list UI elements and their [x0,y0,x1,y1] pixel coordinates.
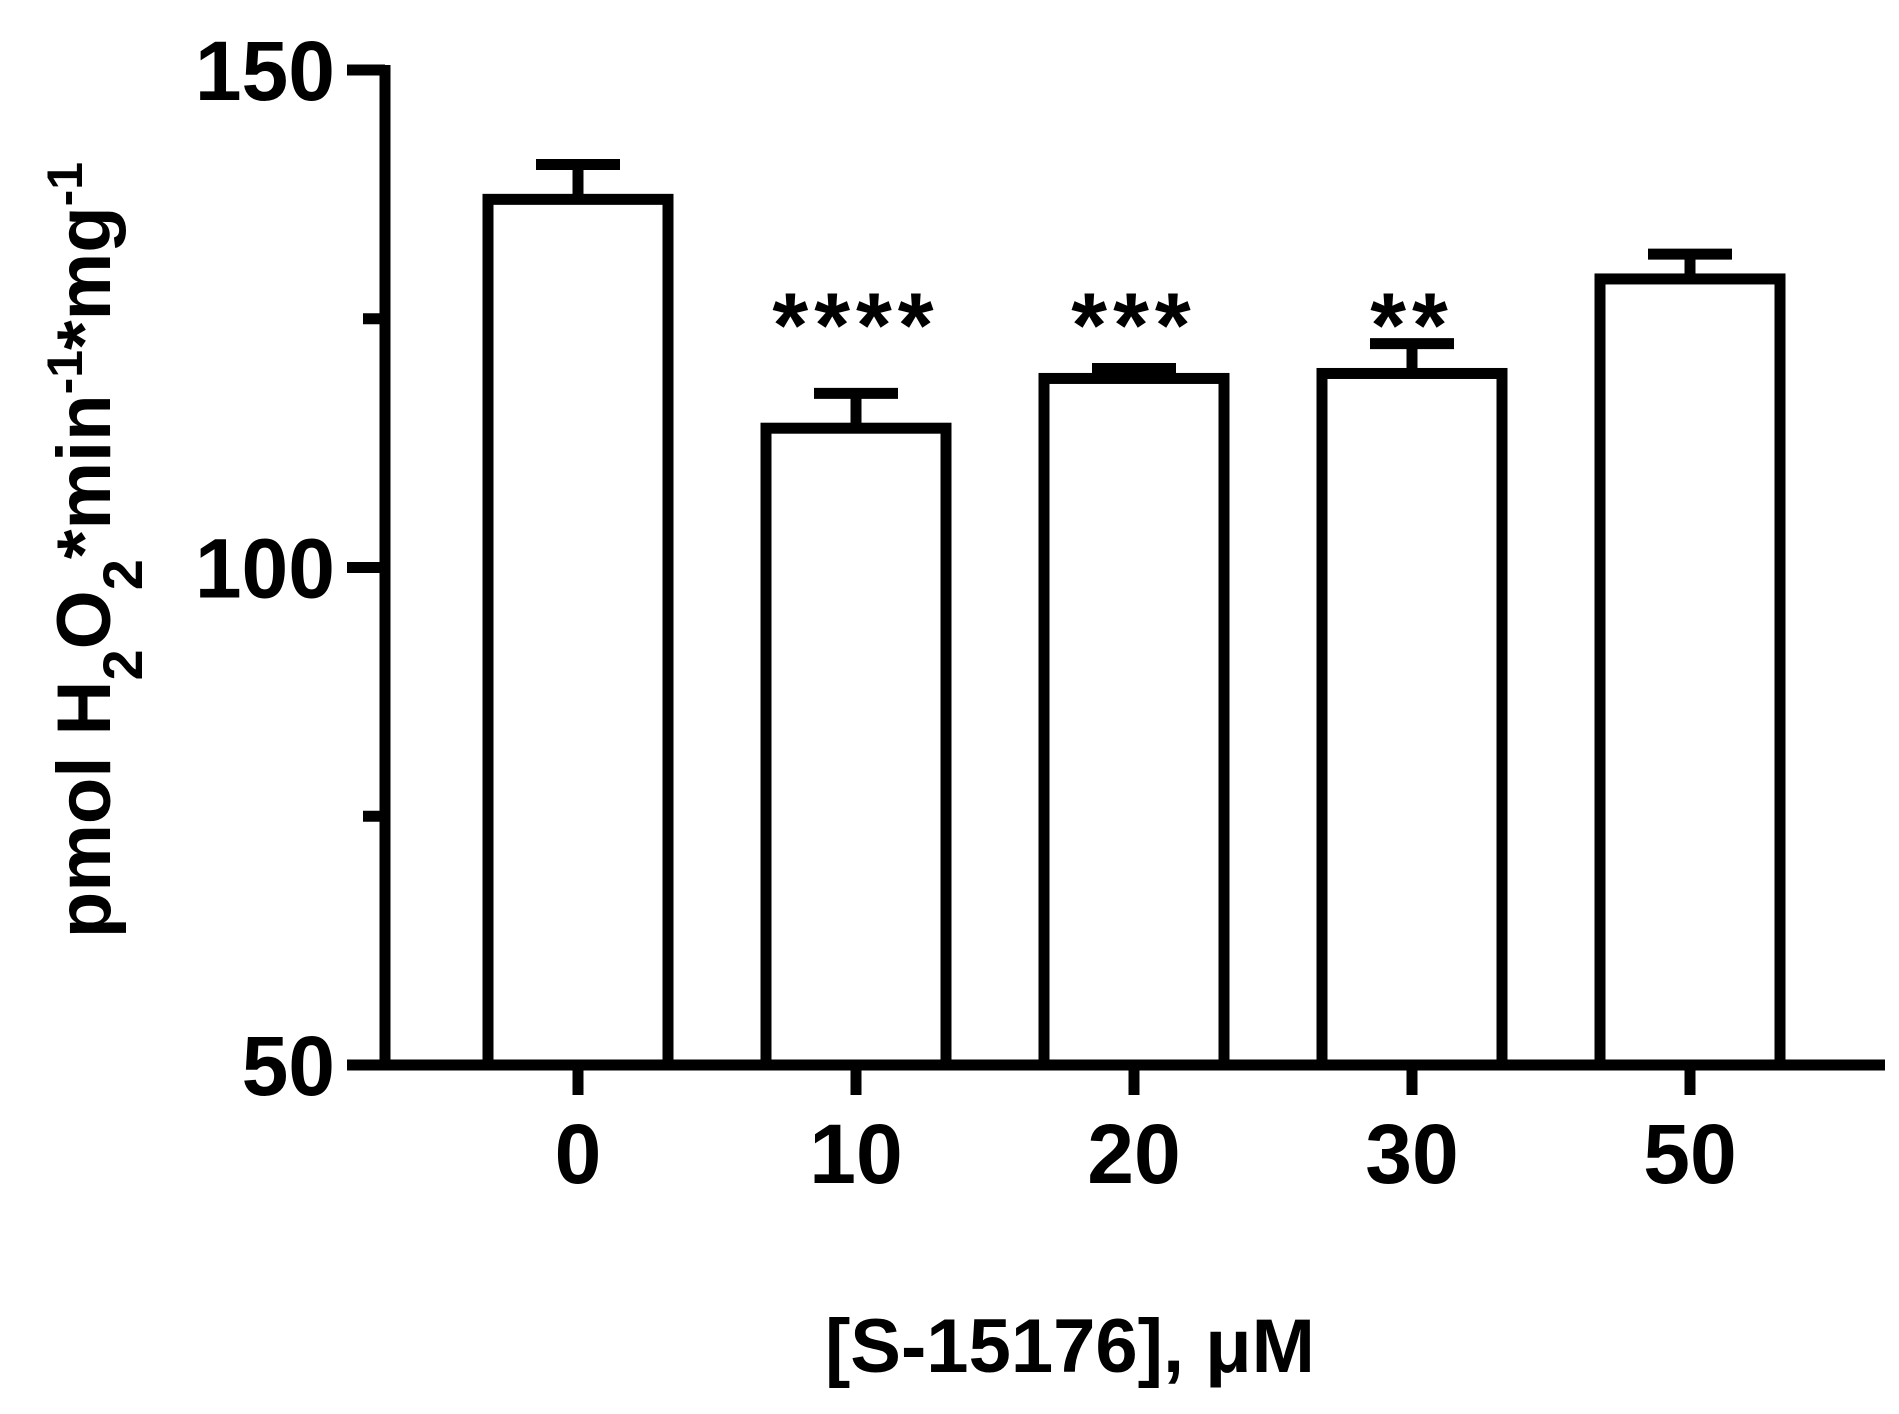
significance-marker: ** [1370,275,1454,377]
x-tick-label: 0 [555,1107,602,1201]
y-axis-title-part: *min [42,394,127,559]
bar [482,193,674,1071]
y-axis-title-part: pmol H [42,681,127,939]
x-axis-title: [S-15176], μM [825,1304,1315,1389]
y-tick-label: 100 [195,522,335,616]
y-axis-title-part: -1 [37,162,93,206]
significance-marker: *** [1071,275,1196,377]
y-axis-title: pmol H2O2*min-1*mg-1 [37,162,154,938]
y-axis-title-part: O [42,590,127,649]
significance-marker: **** [772,275,939,377]
y-axis-title-part: -1 [37,350,93,394]
x-tick-label: 30 [1365,1107,1458,1201]
x-tick-label: 20 [1087,1107,1180,1201]
y-tick-label: 150 [195,24,335,118]
bar [1594,273,1786,1071]
y-axis-title-part: 2 [91,559,154,590]
bar [1038,372,1230,1071]
chart-marks: 50 100 150 0 10 **** 20 *** 30 ** 50 [195,24,1885,1201]
y-axis-title-part: *mg [42,206,127,350]
bar [760,422,952,1071]
y-tick-label: 50 [242,1019,335,1113]
y-axis-title-part: 2 [91,649,154,680]
x-tick-label: 10 [809,1107,902,1201]
bar [1316,367,1508,1071]
x-tick-label: 50 [1643,1107,1736,1201]
